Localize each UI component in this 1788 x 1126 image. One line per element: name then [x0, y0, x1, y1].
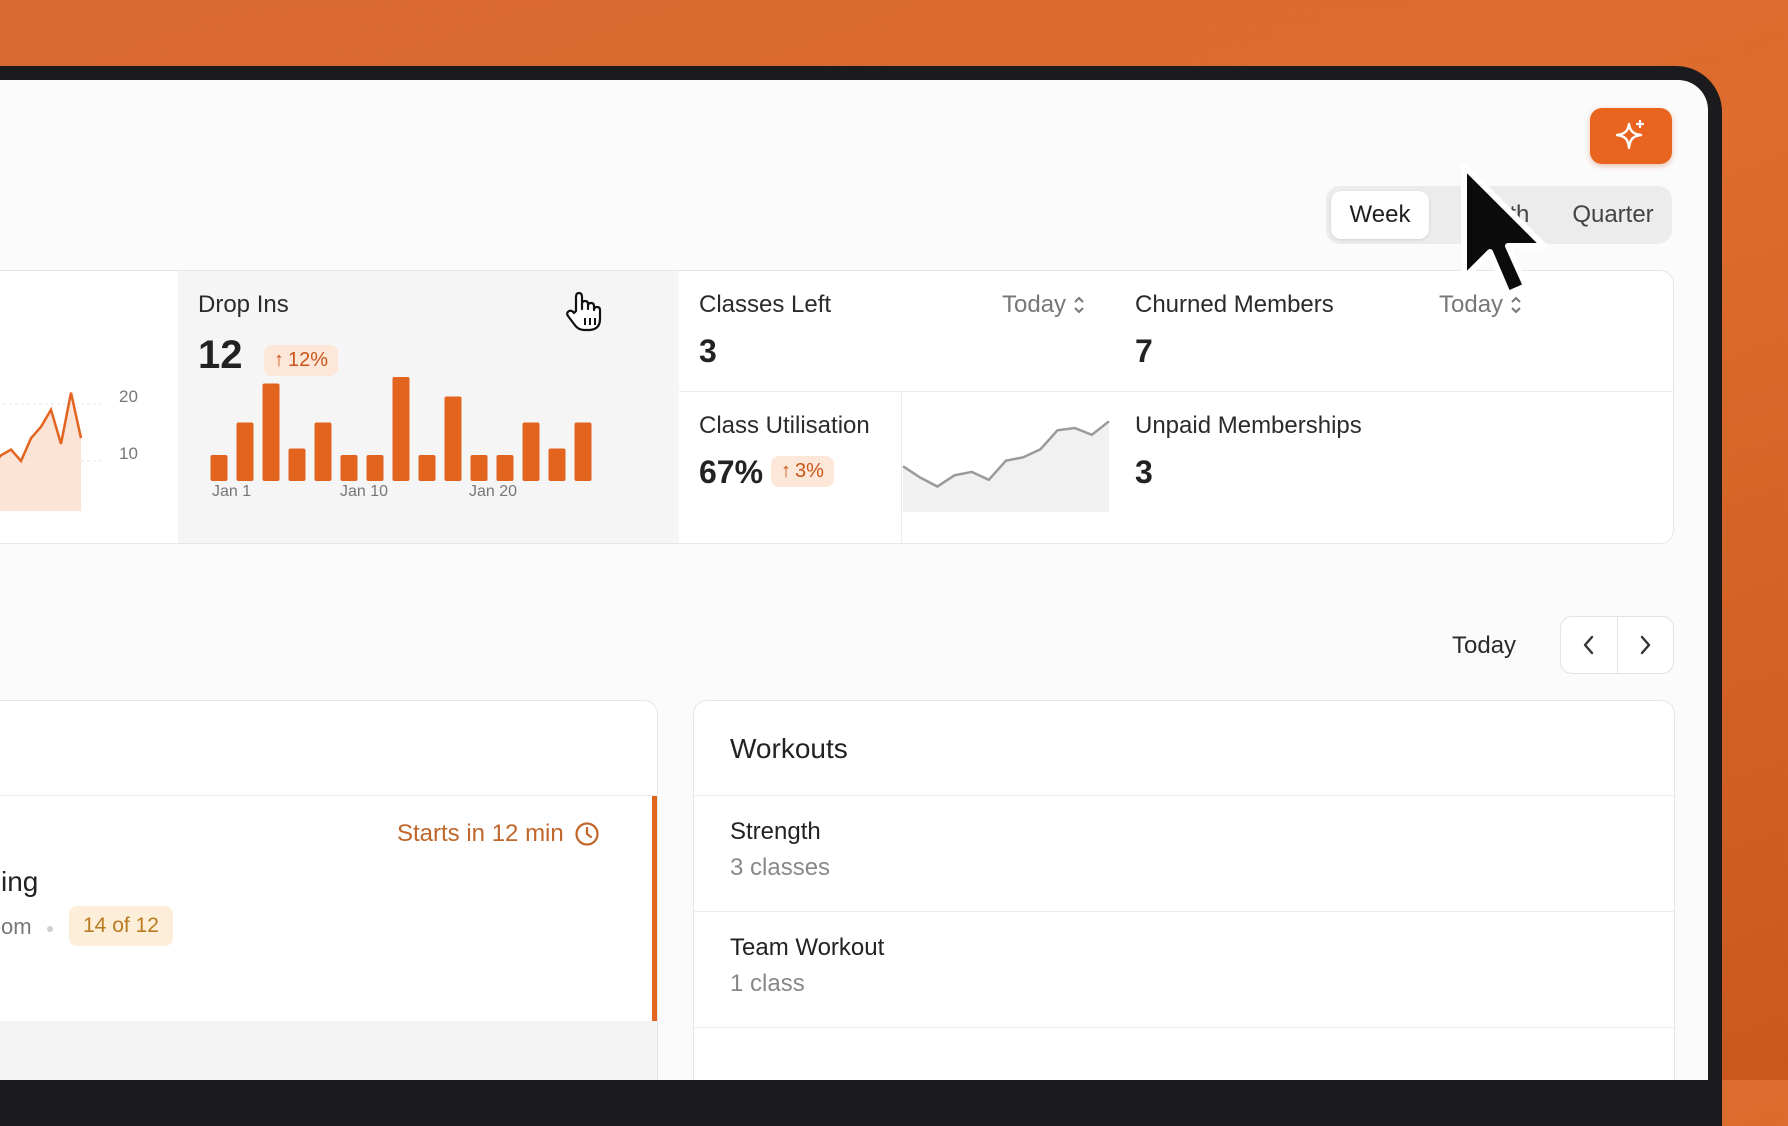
drop-ins-bar [236, 422, 254, 481]
drop-ins-bar [470, 455, 488, 481]
y-tick-20: 20 [119, 387, 138, 406]
drop-ins-bar [548, 448, 566, 481]
unpaid-memberships-card: Unpaid Memberships 3 [1117, 392, 1557, 543]
workout-item-strength[interactable]: Strength 3 classes [694, 796, 1674, 911]
workout-item-team-workout[interactable]: Team Workout 1 class [694, 912, 1674, 1027]
chevron-up-down-icon [1511, 296, 1521, 314]
stats-row-divider [679, 391, 1673, 392]
members-chart-card: 20 10 [0, 271, 178, 543]
chevron-right-icon [1641, 635, 1651, 655]
separator-dot [47, 926, 53, 932]
period-week-label: Week [1349, 201, 1411, 228]
previous-day-button[interactable] [1561, 617, 1618, 673]
utilisation-sparkline [902, 420, 1110, 512]
churned-members-card: Churned Members Today 7 [1117, 271, 1557, 391]
x-tick-jan1: Jan 1 [212, 483, 252, 500]
drop-ins-bar [392, 377, 410, 481]
drop-ins-bar [210, 455, 228, 481]
classes-left-card: Classes Left Today 3 [679, 271, 1115, 391]
drop-ins-bar [418, 455, 436, 481]
class-start-time: Starts in 12 min [397, 820, 600, 848]
today-button[interactable]: Today [1452, 632, 1517, 659]
drop-ins-bar-chart [210, 377, 592, 481]
clock-icon [575, 822, 599, 846]
arrow-up-icon: ↑ [781, 460, 791, 482]
arrow-up-icon: ↑ [274, 349, 284, 371]
drop-ins-change-badge: ↑ 12% [264, 345, 339, 376]
members-area-chart [0, 392, 101, 511]
app-screen: Week Month Quarter 20 10 Drop Ins 12 ↑12… [0, 80, 1708, 1080]
mouse-cursor-icon [1461, 163, 1547, 297]
workouts-title: Workouts [730, 733, 848, 764]
churned-members-value: 7 [1135, 333, 1153, 369]
class-utilisation-change-badge: ↑ 3% [771, 456, 834, 487]
drop-ins-bar [262, 383, 280, 481]
drop-ins-bar [288, 448, 306, 481]
unpaid-memberships-title: Unpaid Memberships [1135, 412, 1362, 439]
ai-assistant-button[interactable] [1590, 108, 1672, 164]
class-list-footer [0, 1021, 657, 1080]
churned-members-range-select[interactable]: Today [1439, 291, 1523, 319]
members-area-line [0, 392, 83, 464]
class-utilisation-card: Class Utilisation 67% ↑ 3% [679, 392, 1115, 543]
class-utilisation-title: Class Utilisation [699, 412, 870, 439]
chevron-up-down-icon [1074, 296, 1084, 314]
y-tick-10: 10 [119, 444, 138, 463]
period-quarter-tab[interactable]: Quarter [1558, 191, 1668, 239]
drop-ins-bar [314, 422, 332, 481]
class-utilisation-value: 67% [699, 454, 764, 490]
classes-left-range: Today [1002, 291, 1067, 318]
workout-divider [694, 911, 1674, 912]
workouts-card: Workouts Strength 3 classes Team Workout… [693, 700, 1675, 1080]
class-name: ing [1, 866, 39, 897]
drop-ins-bar [522, 422, 540, 481]
card-header-divider [0, 795, 657, 796]
class-utilisation-change: 3% [795, 460, 824, 482]
hand-pointer-icon [566, 291, 602, 332]
class-item[interactable]: Starts in 12 min ing om 14 of 12 [0, 796, 657, 1021]
drop-ins-bar [340, 455, 358, 481]
members-area-fill [0, 392, 81, 511]
class-room: om [1, 914, 32, 939]
date-navigation [1560, 616, 1674, 674]
classes-left-title: Classes Left [699, 291, 832, 318]
workout-divider [694, 1027, 1674, 1028]
sparkle-icon [1615, 119, 1645, 150]
utilisation-line [902, 420, 1110, 488]
drop-ins-bar [574, 422, 592, 481]
workout-name: Strength [730, 818, 821, 845]
drop-ins-bar [366, 455, 384, 481]
x-tick-jan10: Jan 10 [340, 483, 389, 500]
next-day-button[interactable] [1618, 617, 1674, 673]
utilisation-area [903, 421, 1109, 512]
classes-left-value: 3 [699, 333, 717, 369]
workouts-header-divider [694, 795, 1674, 796]
workout-count: 1 class [730, 970, 805, 997]
drop-ins-card[interactable]: Drop Ins 12 ↑ 12% Jan 1 Jan 10 Jan 20 [178, 271, 679, 543]
drop-ins-bar [444, 396, 462, 481]
class-starts-in: Starts in 12 min [397, 820, 564, 847]
period-week-tab[interactable]: Week [1331, 191, 1429, 239]
capacity-badge: 14 of 12 [69, 906, 173, 946]
drop-ins-value: 12 [198, 333, 243, 377]
sparkline-divider [901, 392, 902, 543]
unpaid-memberships-value: 3 [1135, 454, 1153, 490]
drop-ins-bar [496, 455, 514, 481]
upcoming-classes-card: Starts in 12 min ing om 14 of 12 [0, 700, 658, 1080]
stats-panel: 20 10 Drop Ins 12 ↑ 12% Jan 1 Jan 10 Jan … [0, 270, 1674, 544]
class-accent-bar [652, 796, 657, 1021]
drop-ins-change: 12% [288, 349, 329, 371]
churned-members-range: Today [1439, 291, 1504, 318]
x-tick-jan20: Jan 20 [469, 483, 518, 500]
chevron-left-icon [1583, 635, 1593, 655]
period-quarter-label: Quarter [1572, 201, 1654, 228]
churned-members-title: Churned Members [1135, 291, 1334, 318]
workout-count: 3 classes [730, 854, 831, 881]
classes-left-range-select[interactable]: Today [1002, 291, 1086, 319]
drop-ins-title: Drop Ins [198, 291, 289, 318]
workout-name: Team Workout [730, 934, 885, 961]
